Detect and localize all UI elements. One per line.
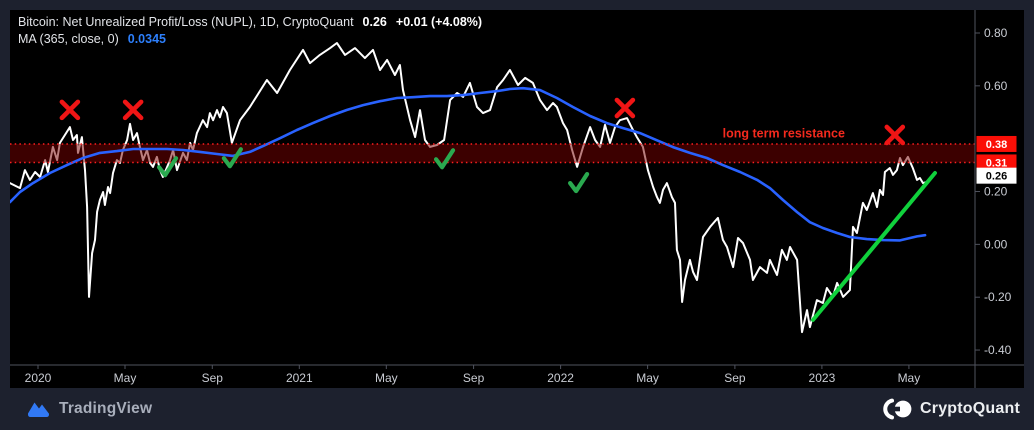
chart-legend: Bitcoin: Net Unrealized Profit/Loss (NUP… bbox=[18, 14, 482, 48]
ma-series-line bbox=[8, 86, 927, 242]
tradingview-mountain-icon bbox=[28, 402, 49, 417]
x-axis-label: May bbox=[375, 371, 398, 385]
y-axis-label: 0.00 bbox=[984, 237, 1008, 251]
price-badges: 0.38 0.31 0.26 bbox=[976, 135, 1017, 184]
nupl-series-line bbox=[9, 42, 928, 334]
price-badge-label: 0.38 bbox=[986, 139, 1007, 151]
price-badge-label: 0.31 bbox=[986, 157, 1007, 169]
x-axis-label: 2021 bbox=[286, 371, 313, 385]
time-scale[interactable]: 2020 May Sep 2021 May Sep 2022 May Sep 2023 May bbox=[25, 365, 921, 385]
x-marker-icon[interactable] bbox=[59, 99, 81, 121]
cryptoquant-icon bbox=[883, 398, 912, 420]
x-axis-label: Sep bbox=[463, 371, 485, 385]
chart-panel: long term resistance 0.80 0.60 0.20 0.00 -0.… bbox=[8, 10, 1024, 388]
legend-ma-row: MA (365, close, 0) 0.0345 bbox=[18, 31, 482, 48]
signal-markers[interactable] bbox=[59, 97, 906, 194]
x-axis-label: May bbox=[636, 371, 659, 385]
check-marker-icon[interactable] bbox=[156, 156, 179, 178]
footer-bar: TradingView CryptoQuant bbox=[0, 388, 1034, 430]
price-badge bbox=[976, 135, 1017, 152]
x-marker-icon[interactable] bbox=[122, 99, 144, 121]
x-axis-label: Sep bbox=[724, 371, 746, 385]
cryptoquant-wordmark: CryptoQuant bbox=[920, 400, 1020, 417]
last-value: 0.26 bbox=[362, 15, 387, 29]
value-change: +0.01 (+4.08%) bbox=[395, 15, 483, 29]
symbol-title[interactable]: Bitcoin: Net Unrealized Profit/Loss (NUP… bbox=[18, 15, 354, 29]
cryptoquant-logo-link[interactable]: CryptoQuant bbox=[881, 398, 1020, 420]
price-scale[interactable]: 0.80 0.60 0.20 0.00 -0.20 -0.40 bbox=[975, 26, 1012, 357]
chart-plot-area[interactable]: long term resistance 0.80 0.60 0.20 0.00 -0.… bbox=[8, 10, 1024, 388]
y-axis-label: 0.20 bbox=[984, 185, 1008, 199]
tradingview-logo-link[interactable]: TradingView bbox=[26, 398, 152, 420]
y-axis-label: 0.60 bbox=[984, 79, 1008, 93]
ma-indicator-title[interactable]: MA (365, close, 0) bbox=[18, 32, 119, 46]
trendline-drawing[interactable] bbox=[811, 171, 937, 322]
y-axis-label: 0.80 bbox=[984, 26, 1008, 40]
check-marker-icon[interactable] bbox=[568, 171, 590, 194]
resistance-band-fill bbox=[10, 144, 975, 163]
price-badge-label: 0.26 bbox=[986, 171, 1007, 183]
price-badge bbox=[976, 154, 1017, 171]
x-axis-label: 2020 bbox=[25, 371, 52, 385]
x-axis-label: Sep bbox=[202, 371, 224, 385]
x-axis-label: May bbox=[898, 371, 921, 385]
y-axis-label: -0.40 bbox=[984, 343, 1012, 357]
check-marker-icon[interactable] bbox=[221, 147, 243, 169]
price-badge bbox=[976, 167, 1017, 184]
tradingview-wordmark: TradingView bbox=[59, 400, 153, 417]
legend-main-row: Bitcoin: Net Unrealized Profit/Loss (NUP… bbox=[18, 14, 482, 31]
x-axis-label: 2022 bbox=[547, 371, 574, 385]
check-marker-icon[interactable] bbox=[433, 148, 456, 170]
x-marker-icon[interactable] bbox=[614, 97, 636, 119]
y-axis-label: -0.20 bbox=[984, 290, 1012, 304]
x-marker-icon[interactable] bbox=[884, 124, 906, 146]
x-axis-label: May bbox=[114, 371, 137, 385]
x-axis-label: 2023 bbox=[809, 371, 836, 385]
resistance-label[interactable]: long term resistance bbox=[723, 126, 845, 140]
ma-indicator-value: 0.0345 bbox=[127, 32, 166, 46]
